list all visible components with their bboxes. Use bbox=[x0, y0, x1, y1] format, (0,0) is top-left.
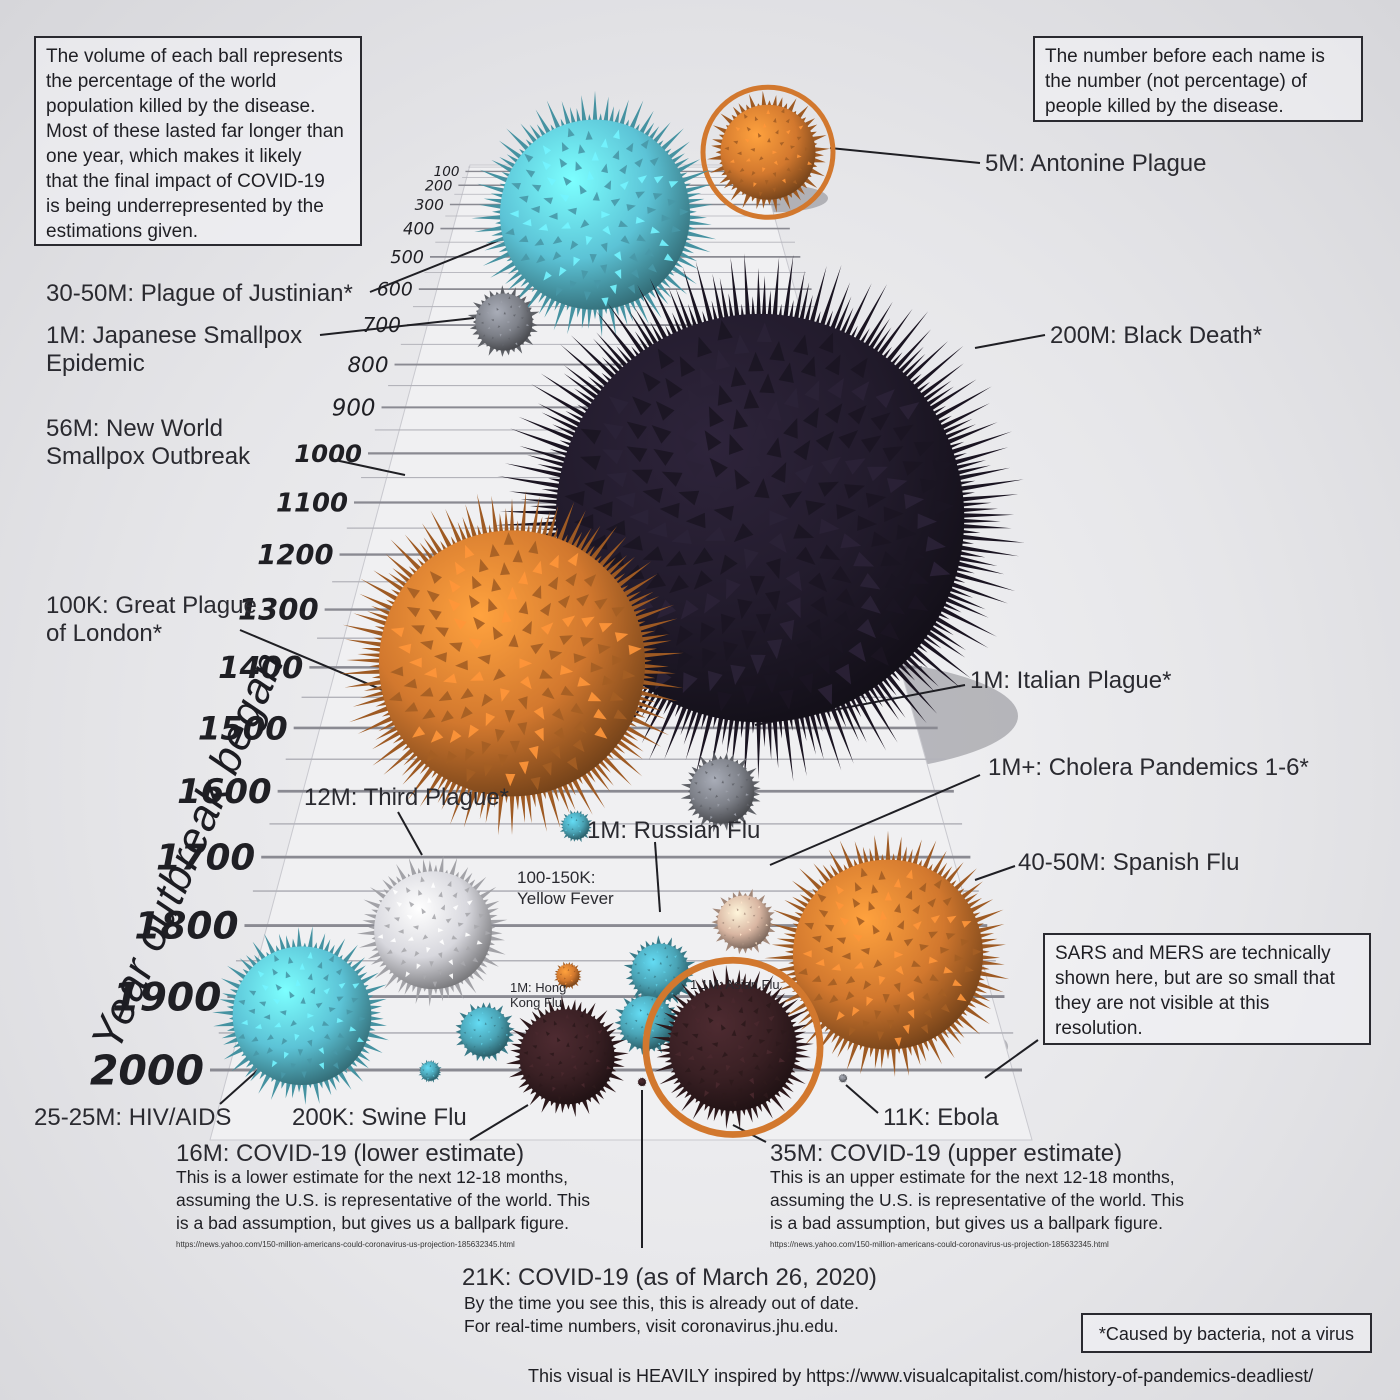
leader-line bbox=[974, 334, 1046, 349]
leader-line bbox=[397, 811, 423, 856]
highlight-ring bbox=[700, 84, 836, 220]
sars-mers-note: SARS and MERS are technically shown here… bbox=[1043, 933, 1371, 1045]
leader-line bbox=[654, 841, 661, 913]
number-note: The number before each name is the numbe… bbox=[1033, 36, 1363, 122]
ball-antonine-plague bbox=[707, 90, 830, 213]
ball-new-world-smallpox-outbreak bbox=[338, 490, 684, 836]
point-label: 1M+: Cholera Pandemics 1-6* bbox=[988, 754, 1309, 781]
point-label: 1.1M: Asian Flu bbox=[690, 977, 780, 992]
ball-ebola bbox=[838, 1073, 848, 1083]
ball-japanese-smallpox-epidemic bbox=[467, 285, 540, 357]
y-tick-label: 1500 bbox=[198, 709, 288, 747]
leader-line bbox=[845, 1084, 879, 1114]
point-label: 12M: Third Plague* bbox=[304, 784, 510, 811]
covid-current-body: By the time you see this, this is alread… bbox=[464, 1293, 859, 1336]
bacteria-note: *Caused by bacteria, not a virus bbox=[1081, 1313, 1372, 1353]
y-tick-label: 100 bbox=[434, 164, 460, 180]
ball-cholera-pandemics-1-6 bbox=[711, 888, 776, 955]
y-tick-label: 1300 bbox=[238, 593, 319, 627]
point-label: 40-50M: Spanish Flu bbox=[1018, 849, 1240, 876]
ball-covid-19-upper-estimate bbox=[651, 964, 814, 1130]
ball-great-plague-of-london bbox=[559, 809, 593, 843]
leader-line bbox=[769, 774, 981, 866]
y-tick-label: 700 bbox=[363, 313, 401, 337]
y-tick-label: 2000 bbox=[90, 1046, 204, 1094]
y-tick-label: 1100 bbox=[276, 489, 348, 519]
sars-leader-line bbox=[984, 1039, 1039, 1079]
ball-yellow-fever bbox=[554, 961, 582, 990]
covid-lower-body: This is a lower estimate for the next 12… bbox=[176, 1167, 591, 1233]
point-label: 100K: Great Plague of London* bbox=[46, 592, 257, 647]
y-tick-label: 1900 bbox=[112, 975, 221, 1020]
point-label: 30-50M: Plague of Justinian* bbox=[46, 280, 353, 307]
ball-covid-19-as-of-march-26-2020 bbox=[637, 1077, 647, 1087]
y-tick-label: 400 bbox=[403, 219, 434, 238]
ball-black-death bbox=[493, 253, 1025, 784]
y-tick-label: 1200 bbox=[257, 540, 333, 571]
point-label: 56M: New World Smallpox Outbreak bbox=[46, 415, 251, 470]
point-label: 200M: Black Death* bbox=[1050, 322, 1263, 349]
point-label: 100-150K: Yellow Fever bbox=[517, 868, 614, 908]
point-label: 5M: Antonine Plague bbox=[985, 150, 1207, 177]
point-label: 200K: Swine Flu bbox=[292, 1104, 467, 1131]
ball-plague-of-justinian bbox=[471, 90, 717, 338]
ball-hiv-aids bbox=[212, 926, 389, 1105]
y-tick-label: 1400 bbox=[218, 651, 303, 686]
point-label: 1M: Japanese Smallpox Epidemic bbox=[46, 322, 303, 377]
ball-third-plague bbox=[356, 855, 508, 1007]
ball-covid-19-lower-estimate bbox=[506, 995, 629, 1118]
y-tick-label: 500 bbox=[390, 248, 424, 268]
point-label: 1M: Hong Kong Flu bbox=[510, 980, 567, 1010]
y-tick-label: 300 bbox=[415, 196, 444, 214]
leader-line bbox=[319, 317, 475, 336]
y-tick-label: 200 bbox=[425, 178, 452, 194]
leader-line bbox=[829, 147, 981, 164]
ball-italian-plague bbox=[680, 750, 761, 833]
leader-line bbox=[974, 865, 1016, 881]
highlight-ring bbox=[642, 956, 824, 1138]
covid-upper-body: This is an upper estimate for the next 1… bbox=[770, 1167, 1185, 1233]
covid-upper-source[interactable]: https://news.yahoo.com/150-million-ameri… bbox=[770, 1240, 1109, 1249]
volume-note: The volume of each ball represents the p… bbox=[34, 36, 362, 246]
y-tick-label: 800 bbox=[347, 353, 388, 378]
ball-hong-kong-flu bbox=[455, 1002, 515, 1062]
point-label: 11K: Ebola bbox=[883, 1104, 999, 1131]
covid-lower-source[interactable]: https://news.yahoo.com/150-million-ameri… bbox=[176, 1240, 515, 1249]
leader-line bbox=[219, 1069, 259, 1105]
y-tick-label: 1700 bbox=[156, 838, 255, 879]
point-label: 1M: Italian Plague* bbox=[970, 667, 1172, 694]
y-tick-label: 900 bbox=[332, 395, 376, 421]
ball-spanish-flu bbox=[764, 830, 1010, 1077]
y-tick-label: 1600 bbox=[177, 772, 271, 812]
credit-line[interactable]: This visual is HEAVILY inspired by https… bbox=[528, 1366, 1314, 1386]
covid-current-title: 21K: COVID-19 (as of March 26, 2020) bbox=[462, 1264, 877, 1291]
leader-line bbox=[369, 239, 501, 293]
point-label: 1M: Russian Flu bbox=[587, 817, 761, 844]
point-label: 25-25M: HIV/AIDS bbox=[34, 1104, 232, 1131]
covid-upper-title: 35M: COVID-19 (upper estimate) bbox=[770, 1140, 1123, 1167]
covid-lower-title: 16M: COVID-19 (lower estimate) bbox=[176, 1140, 525, 1167]
y-tick-label: 1800 bbox=[134, 904, 238, 948]
leader-line bbox=[469, 1104, 529, 1141]
leader-line bbox=[334, 459, 406, 476]
ball-swine-flu bbox=[418, 1059, 442, 1083]
